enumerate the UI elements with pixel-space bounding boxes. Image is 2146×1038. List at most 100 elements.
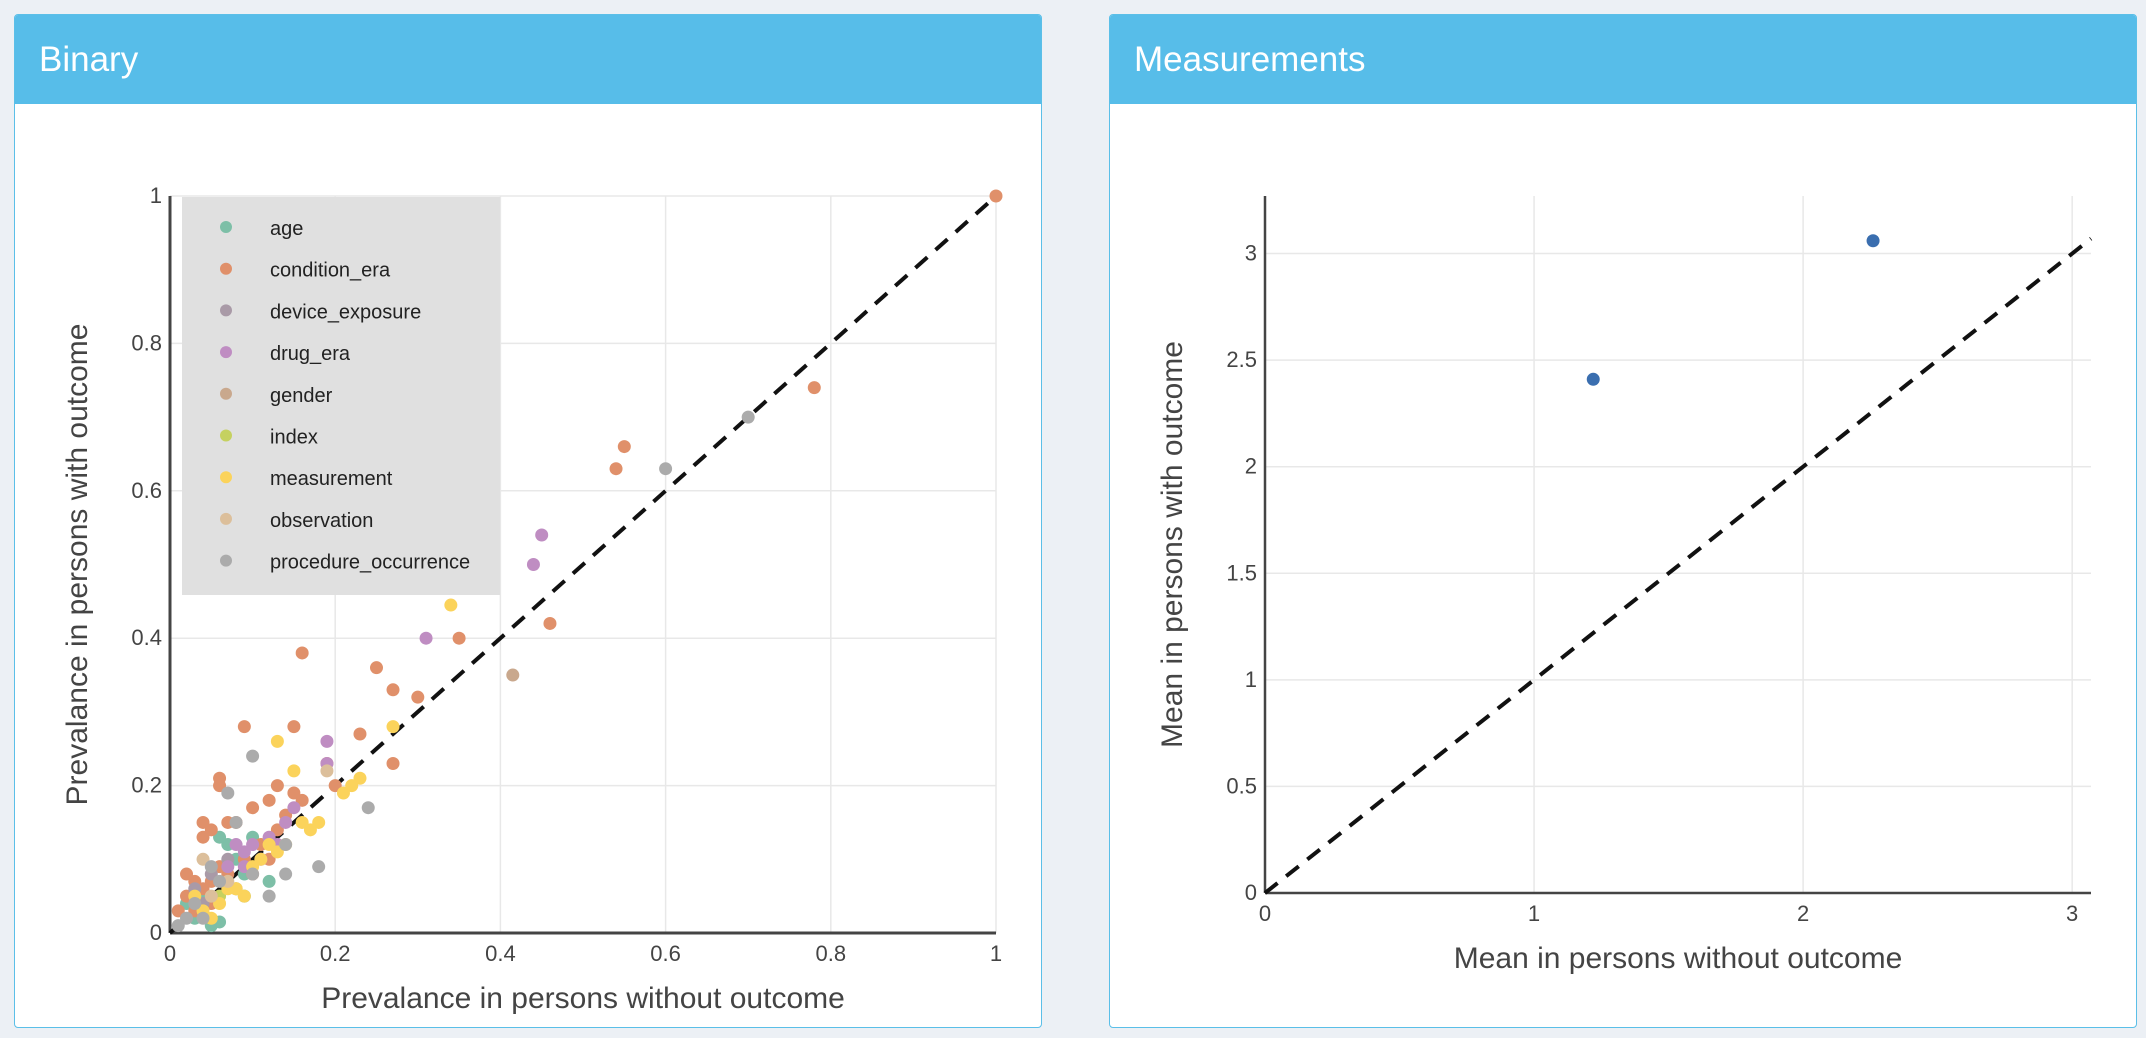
data-point-condition-era[interactable] xyxy=(180,867,194,881)
y-tick-label: 1 xyxy=(150,183,162,208)
x-tick-label: 0 xyxy=(164,941,176,966)
data-point-procedure-occurrence[interactable] xyxy=(213,874,227,888)
x-tick-label: 0.8 xyxy=(816,941,847,966)
data-point-procedure-occurrence[interactable] xyxy=(262,889,276,903)
data-point-procedure-occurrence[interactable] xyxy=(279,867,293,881)
data-point-point[interactable] xyxy=(1586,372,1600,386)
data-point-condition-era[interactable] xyxy=(262,793,276,807)
x-tick-label: 1 xyxy=(990,941,1002,966)
x-axis-title: Prevalance in persons without outcome xyxy=(321,982,845,1015)
data-point-drug-era[interactable] xyxy=(221,860,235,874)
legend-label-gender[interactable]: gender xyxy=(270,385,333,407)
reference-diagonal-line xyxy=(1263,237,2093,895)
y-tick-label: 3 xyxy=(1245,241,1257,266)
measurements-scatter-chart[interactable]: 0 1 2 3 0 0.5 1 1.5 2 2.5 3 Mean in persons without… xyxy=(1110,104,2136,1024)
data-point-condition-era[interactable] xyxy=(452,631,466,645)
y-tick-label: 0.6 xyxy=(131,478,162,503)
data-point-procedure-occurrence[interactable] xyxy=(741,410,755,424)
data-point-measurement[interactable] xyxy=(444,598,458,612)
series-measurement xyxy=(188,598,458,925)
data-point-point[interactable] xyxy=(1866,234,1880,248)
data-point-measurement[interactable] xyxy=(295,815,309,829)
legend-marker-condition-era[interactable] xyxy=(220,262,232,275)
legend-label-observation[interactable]: observation xyxy=(270,510,373,532)
legend-marker-procedure-occurrence[interactable] xyxy=(220,554,232,567)
data-point-procedure-occurrence[interactable] xyxy=(229,815,243,829)
data-point-condition-era[interactable] xyxy=(386,683,400,697)
data-point-observation[interactable] xyxy=(204,889,218,903)
legend-label-condition-era[interactable]: condition_era xyxy=(270,260,391,282)
binary-scatter-chart[interactable]: 0 0.2 0.4 0.6 0.8 1 0 0.2 0.4 0.6 0.8 1 Prevalance i… xyxy=(15,104,1041,1024)
binary-panel-title: Binary xyxy=(15,15,1041,104)
data-point-drug-era[interactable] xyxy=(320,734,334,748)
data-point-condition-era[interactable] xyxy=(270,779,284,793)
data-point-measurement[interactable] xyxy=(287,764,301,778)
data-point-drug-era[interactable] xyxy=(526,558,540,571)
y-tick-label: 0.4 xyxy=(131,625,162,650)
legend-marker-drug-era[interactable] xyxy=(220,346,232,359)
data-point-condition-era[interactable] xyxy=(287,720,301,734)
data-point-condition-era[interactable] xyxy=(196,815,210,829)
data-point-age[interactable] xyxy=(262,874,276,888)
data-point-measurement[interactable] xyxy=(270,734,284,748)
y-axis-title: Mean in persons with outcome xyxy=(1156,341,1189,748)
data-point-condition-era[interactable] xyxy=(370,661,383,675)
y-tick-label: 2 xyxy=(1245,454,1257,479)
data-point-procedure-occurrence[interactable] xyxy=(171,919,185,933)
x-axis-title: Mean in persons without outcome xyxy=(1454,942,1903,975)
legend-label-measurement[interactable]: measurement xyxy=(270,468,393,490)
legend-label-procedure-occurrence[interactable]: procedure_occurrence xyxy=(270,552,470,574)
legend-label-age[interactable]: age xyxy=(270,218,303,240)
data-point-procedure-occurrence[interactable] xyxy=(312,860,326,874)
data-point-procedure-occurrence[interactable] xyxy=(659,462,673,476)
y-tick-label: 1.5 xyxy=(1226,560,1257,585)
x-tick-label: 2 xyxy=(1797,901,1809,926)
data-point-condition-era[interactable] xyxy=(196,830,210,844)
data-point-drug-era[interactable] xyxy=(535,528,549,542)
data-point-condition-era[interactable] xyxy=(543,616,557,630)
data-point-procedure-occurrence[interactable] xyxy=(204,860,218,874)
data-point-condition-era[interactable] xyxy=(609,462,623,476)
data-point-procedure-occurrence[interactable] xyxy=(188,897,202,911)
data-point-condition-era[interactable] xyxy=(386,756,400,770)
series-gender xyxy=(506,668,520,682)
data-point-measurement[interactable] xyxy=(345,779,359,793)
x-tick-label: 0.4 xyxy=(485,941,516,966)
data-point-procedure-occurrence[interactable] xyxy=(221,786,235,800)
legend-marker-age[interactable] xyxy=(220,221,232,233)
legend-label-index[interactable]: index xyxy=(270,427,318,449)
data-point-condition-era[interactable] xyxy=(989,189,1003,203)
legend-marker-device-exposure[interactable] xyxy=(220,304,232,317)
legend-label-drug-era[interactable]: drug_era xyxy=(270,343,351,365)
data-point-procedure-occurrence[interactable] xyxy=(246,749,260,763)
legend-marker-measurement[interactable] xyxy=(220,471,232,484)
data-point-procedure-occurrence[interactable] xyxy=(196,911,210,925)
data-point-condition-era[interactable] xyxy=(246,801,260,815)
data-point-procedure-occurrence[interactable] xyxy=(246,867,260,881)
data-point-condition-era[interactable] xyxy=(411,690,425,704)
legend-marker-index[interactable] xyxy=(220,429,232,442)
x-tick-label: 1 xyxy=(1528,901,1540,926)
data-point-procedure-occurrence[interactable] xyxy=(361,801,375,815)
data-point-observation[interactable] xyxy=(320,764,334,778)
data-point-procedure-occurrence[interactable] xyxy=(279,838,293,852)
data-point-drug-era[interactable] xyxy=(229,838,243,852)
y-tick-label: 0 xyxy=(150,920,162,945)
legend-marker-gender[interactable] xyxy=(220,387,232,400)
legend-marker-observation[interactable] xyxy=(220,512,232,525)
data-point-drug-era[interactable] xyxy=(419,631,433,645)
data-point-gender[interactable] xyxy=(506,668,520,682)
y-tick-label: 2.5 xyxy=(1226,347,1257,372)
data-point-drug-era[interactable] xyxy=(287,801,301,815)
data-point-condition-era[interactable] xyxy=(617,440,631,454)
data-point-condition-era[interactable] xyxy=(295,646,309,660)
data-point-condition-era[interactable] xyxy=(807,381,821,395)
binary-panel: Binary 0 0.2 0.4 0.6 0.8 1 0 0.2 0.4 0.6 0.8 1 Preva… xyxy=(14,14,1042,1028)
data-point-measurement[interactable] xyxy=(386,720,400,734)
data-point-drug-era[interactable] xyxy=(279,815,293,829)
legend-background xyxy=(182,197,500,595)
legend-label-device-exposure[interactable]: device_exposure xyxy=(270,301,421,323)
data-point-condition-era[interactable] xyxy=(353,727,367,741)
data-point-measurement[interactable] xyxy=(237,889,251,903)
data-point-condition-era[interactable] xyxy=(237,720,251,734)
